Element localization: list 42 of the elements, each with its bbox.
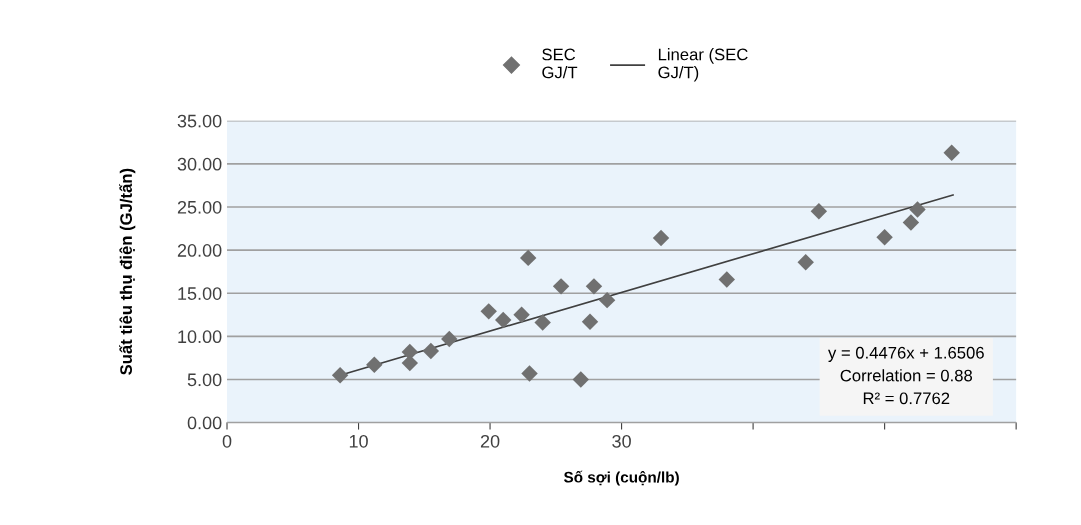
point [441,330,458,348]
point [909,201,926,218]
x-tick-label: 20 [480,434,500,448]
point [552,278,570,295]
legend-label: Linear (SEC GJ/T) [658,48,748,82]
point [581,313,599,330]
point [943,144,960,161]
y-tick-label: 5.00 [187,373,222,387]
point [797,253,814,271]
point [572,371,590,388]
annotation: y = 0.4476x + 1.6506 [828,346,984,362]
point [876,228,893,246]
legend-label: SEC GJ/T [542,48,578,79]
point [519,249,537,267]
point [585,278,603,295]
point [534,314,551,331]
point [331,366,349,384]
point [810,203,828,220]
y-tick-label: 0.00 [187,416,222,430]
point [494,311,512,329]
point [513,306,530,324]
annotation: R² = 0.7762 [863,392,950,405]
y-tick-label: 10.00 [178,330,222,344]
x-tick-label: 10 [349,434,368,448]
x-tick-label: 0 [222,434,232,448]
y-tick-label: 30.00 [177,157,222,171]
x-tick-label: 30 [612,434,631,448]
point [902,214,920,231]
point [521,365,538,382]
point [718,271,736,288]
point [422,342,440,360]
y-tick-label: 25.00 [177,200,222,214]
y-axis-title: Suất tiêu thụ điện (GJ/tấn) [119,168,136,375]
y-tick-label: 35.00 [177,114,222,128]
y-tick-label: 20.00 [177,244,222,257]
annotation: Correlation = 0.88 [840,369,973,382]
y-tick-label: 15.00 [178,287,222,300]
point [652,229,670,247]
x-axis-title: Số sợi (cuộn/lb) [563,470,679,486]
point [598,291,616,309]
point [366,356,383,374]
point [480,303,497,320]
